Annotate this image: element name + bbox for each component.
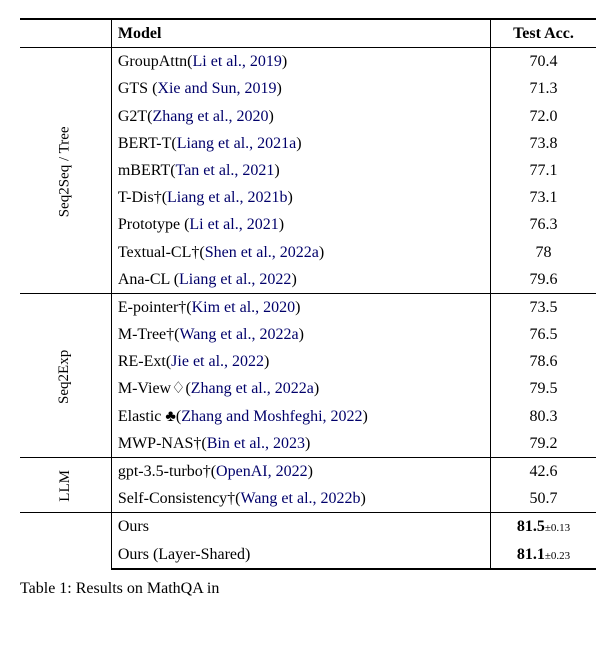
citation[interactable]: Liang et al., 2021b <box>167 189 287 206</box>
citation[interactable]: Tan et al., 2021 <box>176 162 275 179</box>
model-name: gpt-3.5-turbo <box>118 463 203 480</box>
model-name: M-Tree <box>118 326 166 343</box>
model-cell: GroupAttn(Li et al., 2019) <box>111 48 490 76</box>
acc-cell: 70.4 <box>490 48 596 76</box>
acc-cell: 78 <box>490 239 596 266</box>
model-cell: BERT-T(Liang et al., 2021a) <box>111 130 490 157</box>
acc-cell: 73.5 <box>490 293 596 321</box>
group-label-ours <box>20 513 111 569</box>
model-cell: E-pointer(Kim et al., 2020) <box>111 293 490 321</box>
model-cell: G2T(Zhang et al., 2020) <box>111 103 490 130</box>
citation[interactable]: Jie et al., 2022 <box>171 353 264 370</box>
model-name: M-View <box>118 380 171 397</box>
citation[interactable]: Wang et al., 2022b <box>241 490 361 507</box>
dagger-icon <box>227 490 235 507</box>
table-row: Ours 81.5±0.13 <box>20 513 596 541</box>
citation[interactable]: Liang et al., 2021a <box>177 135 297 152</box>
model-name: GTS <box>118 80 152 97</box>
acc-cell: 73.8 <box>490 130 596 157</box>
model-cell: Prototype (Li et al., 2021) <box>111 211 490 238</box>
acc-cell: 50.7 <box>490 485 596 513</box>
club-icon: ♣ <box>165 408 176 425</box>
header-model: Model <box>111 19 490 48</box>
model-cell: gpt-3.5-turbo(OpenAI, 2022) <box>111 458 490 486</box>
header-blank <box>20 19 111 48</box>
table-row: Seq2Exp E-pointer(Kim et al., 2020) 73.5 <box>20 293 596 321</box>
citation[interactable]: Li et al., 2019 <box>193 53 282 70</box>
model-cell: Ana-CL (Liang et al., 2022) <box>111 266 490 294</box>
model-cell: Ours <box>111 513 490 541</box>
citation[interactable]: Wang et al., 2022a <box>179 326 298 343</box>
group-label-seq2seq-tree: Seq2Seq / Tree <box>20 48 111 294</box>
model-cell: Self-Consistency(Wang et al., 2022b) <box>111 485 490 513</box>
model-name: mBERT <box>118 162 170 179</box>
acc-cell: 73.1 <box>490 184 596 211</box>
table-caption: Table 1: Results on MathQA in <box>20 580 596 598</box>
model-name: G2T <box>118 108 147 125</box>
acc-cell: 71.3 <box>490 75 596 102</box>
acc-pm: ±0.13 <box>545 522 570 534</box>
acc-cell: 76.3 <box>490 211 596 238</box>
model-name: GroupAttn <box>118 53 187 70</box>
dagger-icon <box>178 299 186 316</box>
citation[interactable]: Liang et al., 2022 <box>179 271 291 288</box>
dagger-icon <box>166 326 174 343</box>
citation[interactable]: Kim et al., 2020 <box>192 299 296 316</box>
table-row: LLM gpt-3.5-turbo(OpenAI, 2022) 42.6 <box>20 458 596 486</box>
model-cell: Elastic ♣(Zhang and Moshfeghi, 2022) <box>111 403 490 430</box>
citation[interactable]: Zhang et al., 2020 <box>153 108 269 125</box>
model-name: Textual-CL <box>118 244 192 261</box>
model-cell: T-Dis(Liang et al., 2021b) <box>111 184 490 211</box>
model-cell: Textual-CL(Shen et al., 2022a) <box>111 239 490 266</box>
model-name: Prototype <box>118 216 184 233</box>
citation[interactable]: OpenAI, 2022 <box>216 463 308 480</box>
model-name: Ana-CL <box>118 271 174 288</box>
model-cell: GTS (Xie and Sun, 2019) <box>111 75 490 102</box>
group-label-seq2exp: Seq2Exp <box>20 293 111 457</box>
model-cell: MWP-NAS(Bin et al., 2023) <box>111 430 490 458</box>
table-row: Seq2Seq / Tree GroupAttn(Li et al., 2019… <box>20 48 596 76</box>
citation[interactable]: Shen et al., 2022a <box>205 244 319 261</box>
model-name: T-Dis <box>118 189 154 206</box>
diamond-icon: ♢ <box>171 380 185 397</box>
model-name: Self-Consistency <box>118 490 227 507</box>
acc-pm: ±0.23 <box>545 550 570 562</box>
dagger-icon <box>193 435 201 452</box>
citation[interactable]: Xie and Sun, 2019 <box>157 80 276 97</box>
model-name: RE-Ext <box>118 353 166 370</box>
acc-cell: 72.0 <box>490 103 596 130</box>
acc-value: 81.5 <box>517 518 545 535</box>
group-label-llm: LLM <box>20 458 111 513</box>
acc-cell: 81.1±0.23 <box>490 541 596 569</box>
acc-value: 81.1 <box>517 546 545 563</box>
model-name: MWP-NAS <box>118 435 194 452</box>
acc-cell: 79.2 <box>490 430 596 458</box>
model-name: E-pointer <box>118 299 178 316</box>
header-acc: Test Acc. <box>490 19 596 48</box>
citation[interactable]: Bin et al., 2023 <box>207 435 305 452</box>
acc-cell: 81.5±0.13 <box>490 513 596 541</box>
table-header-row: Model Test Acc. <box>20 19 596 48</box>
acc-cell: 79.5 <box>490 375 596 402</box>
acc-cell: 78.6 <box>490 348 596 375</box>
model-cell: Ours (Layer-Shared) <box>111 541 490 569</box>
model-name: BERT-T <box>118 135 172 152</box>
model-cell: M-View♢(Zhang et al., 2022a) <box>111 375 490 402</box>
acc-cell: 76.5 <box>490 321 596 348</box>
dagger-icon <box>203 463 211 480</box>
acc-cell: 79.6 <box>490 266 596 294</box>
citation[interactable]: Li et al., 2021 <box>189 216 278 233</box>
dagger-icon <box>154 189 162 206</box>
dagger-icon <box>191 244 199 261</box>
citation[interactable]: Zhang et al., 2022a <box>191 380 314 397</box>
model-cell: M-Tree(Wang et al., 2022a) <box>111 321 490 348</box>
model-cell: RE-Ext(Jie et al., 2022) <box>111 348 490 375</box>
model-cell: mBERT(Tan et al., 2021) <box>111 157 490 184</box>
acc-cell: 42.6 <box>490 458 596 486</box>
acc-cell: 80.3 <box>490 403 596 430</box>
results-table: Model Test Acc. Seq2Seq / Tree GroupAttn… <box>20 18 596 570</box>
model-name: Elastic <box>118 408 166 425</box>
citation[interactable]: Zhang and Moshfeghi, 2022 <box>181 408 362 425</box>
acc-cell: 77.1 <box>490 157 596 184</box>
